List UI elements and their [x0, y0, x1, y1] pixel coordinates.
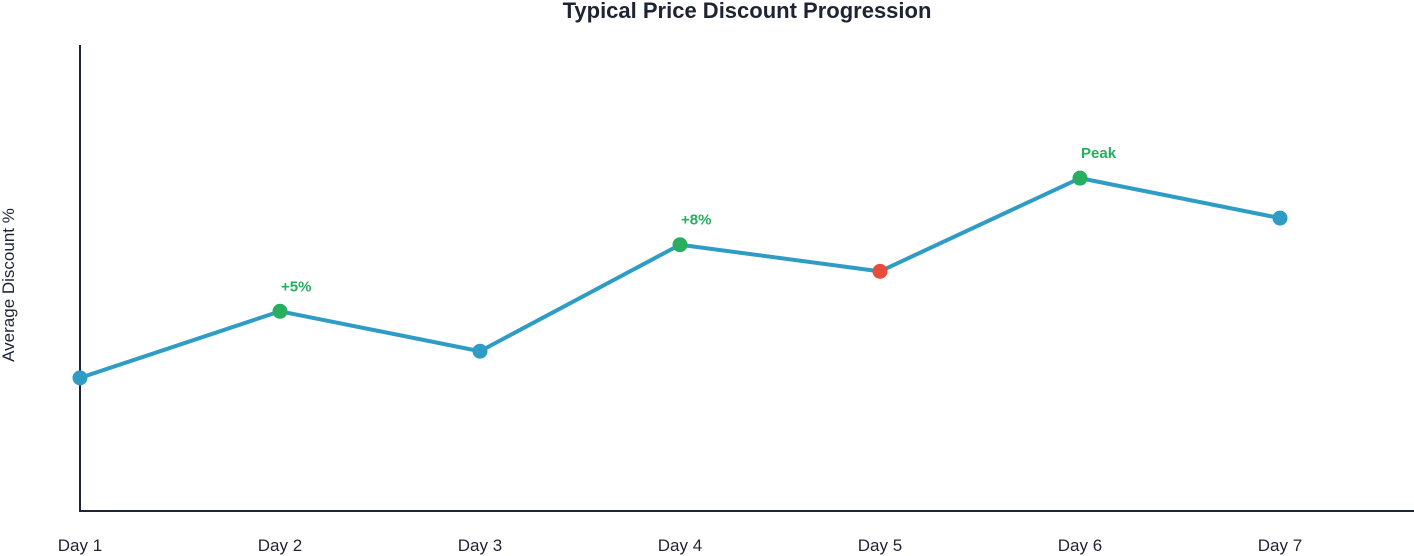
data-point-1 [72, 370, 88, 386]
data-point-7 [1272, 210, 1288, 226]
series-line [79, 176, 1281, 380]
x-tick-label: Day 5 [858, 536, 902, 555]
data-point-5 [872, 263, 888, 279]
chart-title: Typical Price Discount Progression [563, 0, 932, 23]
y-axis-label: Average Discount % [0, 208, 18, 362]
data-point-2 [272, 303, 288, 319]
x-tick-label: Day 7 [1258, 536, 1302, 555]
data-point-6 [1072, 170, 1088, 186]
data-point-4 [672, 237, 688, 253]
data-point-3 [472, 343, 488, 359]
annotations-layer: +5% +8% Peak [281, 145, 1117, 295]
annotation-label: +5% [281, 278, 311, 295]
x-tick-label: Day 2 [258, 536, 302, 555]
x-tick-label: Day 4 [658, 536, 702, 555]
x-tick-label: Day 1 [58, 536, 102, 555]
series-layer [79, 176, 1281, 380]
annotation-label: Peak [1081, 145, 1117, 162]
x-tick-label: Day 6 [1058, 536, 1102, 555]
points-layer [72, 170, 1288, 386]
x-tick-labels: Day 1 Day 2 Day 3 Day 4 Day 5 Day 6 Day 7 [58, 536, 1302, 555]
x-tick-label: Day 3 [458, 536, 502, 555]
annotation-label: +8% [681, 212, 711, 229]
